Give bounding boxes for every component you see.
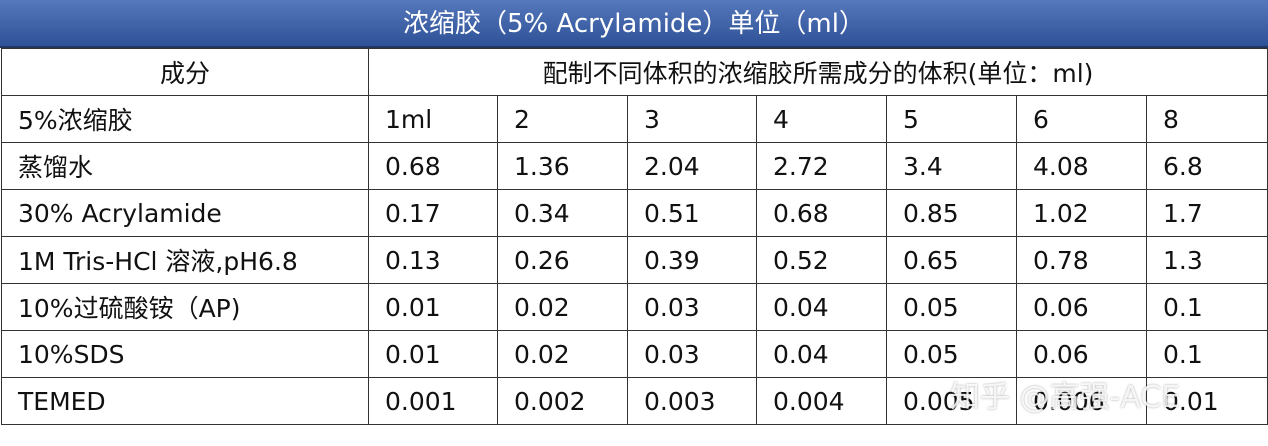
table-row: 10%过硫酸铵（AP) 0.01 0.02 0.03 0.04 0.05 0.06 0.1: [1, 283, 1268, 331]
row-label: 蒸馏水: [1, 142, 369, 190]
table-cell: 0.02: [497, 330, 628, 378]
table-cell: 0.03: [627, 283, 757, 331]
table-cell: 1.3: [1145, 236, 1268, 284]
table-cell: 1ml: [368, 95, 498, 143]
table-cell: 0.04: [756, 283, 887, 331]
table-cell: 0.05: [886, 283, 1017, 331]
table-cell: 0.68: [368, 142, 498, 190]
header-row: 成分 配制不同体积的浓缩胶所需成分的体积(单位：ml): [1, 48, 1268, 96]
table-cell: 0.01: [368, 283, 498, 331]
table-cell: 4: [756, 95, 887, 143]
table-cell: 5: [886, 95, 1017, 143]
table-cell: 0.65: [886, 236, 1017, 284]
table-cell: 0.01: [368, 330, 498, 378]
table-row: 蒸馏水 0.68 1.36 2.04 2.72 3.4 4.08 6.8: [1, 142, 1268, 190]
table-cell: 0.68: [756, 189, 887, 237]
table-cell: 0.39: [627, 236, 757, 284]
table-row: 1M Tris-HCl 溶液,pH6.8 0.13 0.26 0.39 0.52 0.65…: [1, 236, 1268, 284]
watermark: 知乎 @高强-ACE: [950, 380, 1181, 415]
table-cell: 0.85: [886, 189, 1017, 237]
table-cell: 0.003: [627, 377, 757, 425]
table-cell: 0.34: [497, 189, 628, 237]
table-row: 10%SDS 0.01 0.02 0.03 0.04 0.05 0.06 0.1: [1, 330, 1268, 378]
table-cell: 0.26: [497, 236, 628, 284]
table-cell: 0.05: [886, 330, 1017, 378]
table-cell: 2: [497, 95, 628, 143]
row-label: 1M Tris-HCl 溶液,pH6.8: [1, 236, 369, 284]
table-cell: 0.51: [627, 189, 757, 237]
table-cell: 0.1: [1145, 330, 1268, 378]
header-cell: 成分: [1, 48, 369, 96]
table-cell: 0.06: [1016, 330, 1147, 378]
table: 成分 配制不同体积的浓缩胶所需成分的体积(单位：ml) 5%浓缩胶 1ml 2 3 4 5…: [1, 48, 1268, 425]
table-cell: 0.02: [497, 283, 628, 331]
table-cell: 0.006: [1016, 377, 1147, 425]
table-cell: 0.78: [1016, 236, 1147, 284]
table-cell: 2.04: [627, 142, 757, 190]
row-label: 10%过硫酸铵（AP): [1, 283, 369, 331]
table-cell: 1.7: [1145, 189, 1268, 237]
table-title: 浓缩胶（5% Acrylamide）单位（ml）: [0, 0, 1268, 48]
table-row: 30% Acrylamide 0.17 0.34 0.51 0.68 0.85 1.02 1.…: [1, 189, 1268, 237]
table-cell: 2.72: [756, 142, 887, 190]
table-cell: 6.8: [1145, 142, 1268, 190]
table-cell: 8: [1145, 95, 1268, 143]
table-cell: 0.06: [1016, 283, 1147, 331]
table-cell: 0.17: [368, 189, 498, 237]
row-label: TEMED: [1, 377, 369, 425]
table-cell: 0.52: [756, 236, 887, 284]
table-cell: 3.4: [886, 142, 1017, 190]
table-cell: 0.01: [1145, 377, 1268, 425]
table-cell: 0.1: [1145, 283, 1268, 331]
table-cell: 0.004: [756, 377, 887, 425]
table-cell: 3: [627, 95, 757, 143]
table-cell: 4.08: [1016, 142, 1147, 190]
table-cell: 0.04: [756, 330, 887, 378]
table-cell: 1.02: [1016, 189, 1147, 237]
table-cell: 0.13: [368, 236, 498, 284]
table-cell: 0.002: [497, 377, 628, 425]
table-cell: 0.03: [627, 330, 757, 378]
row-label: 10%SDS: [1, 330, 369, 378]
row-label: 5%浓缩胶: [1, 95, 369, 143]
table-row: 5%浓缩胶 1ml 2 3 4 5 6 8: [1, 95, 1268, 143]
table-cell: 0.005: [886, 377, 1017, 425]
row-label: 30% Acrylamide: [1, 189, 369, 237]
table-body: 成分 配制不同体积的浓缩胶所需成分的体积(单位：ml) 5%浓缩胶 1ml 2 3 4 5…: [1, 48, 1268, 425]
table-cell: 6: [1016, 95, 1147, 143]
table-cell: 1.36: [497, 142, 628, 190]
table-cell: 0.001: [368, 377, 498, 425]
header-cell: 配制不同体积的浓缩胶所需成分的体积(单位：ml): [367, 48, 1268, 96]
table-row: TEMED 0.001 0.002 0.003 0.004 0.005 0.006 0.01: [1, 377, 1268, 425]
